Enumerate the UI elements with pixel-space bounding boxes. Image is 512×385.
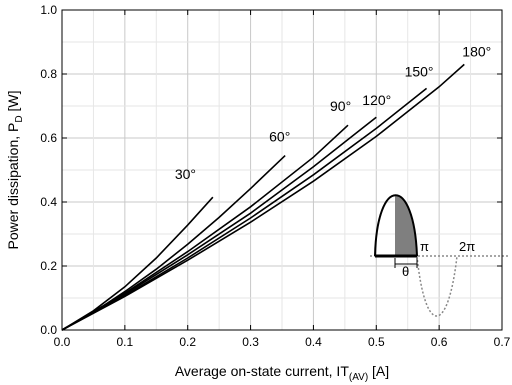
y-axis-title: Power dissipation, PD [W] xyxy=(5,91,25,250)
series-line-1 xyxy=(61,155,286,331)
curve-label-0: 30° xyxy=(175,166,196,182)
x-tick-label: 0.4 xyxy=(305,335,322,349)
series-line-3 xyxy=(61,116,377,331)
x-tick-label: 0.5 xyxy=(368,335,385,349)
series-line-5 xyxy=(61,63,465,331)
inset-waveform: θ π 2π xyxy=(370,194,510,317)
inset-theta-label: θ xyxy=(402,264,409,279)
x-tick-label: 0.6 xyxy=(431,335,448,349)
inset-conduction-fill xyxy=(395,196,417,256)
y-tick-label: 0.6 xyxy=(40,131,57,145)
x-axis-title: Average on-state current, IT(AV) [A] xyxy=(175,363,389,383)
inset-2pi-label: 2π xyxy=(459,239,475,254)
series-line-0 xyxy=(61,196,214,331)
curve-label-3: 120° xyxy=(362,92,391,108)
y-tick-label: 1.0 xyxy=(40,3,57,17)
inset-positive-half-cycle xyxy=(374,194,418,257)
y-axis-ticks: 0.0 0.2 0.4 0.6 0.8 1.0 xyxy=(40,3,502,337)
x-tick-label: 0.2 xyxy=(179,335,196,349)
curves xyxy=(61,63,465,331)
plot-frame xyxy=(61,9,503,331)
x-tick-label: 0.7 xyxy=(494,335,511,349)
series-line-2 xyxy=(61,124,349,331)
y-tick-label: 0.2 xyxy=(40,259,57,273)
y-tick-label: 0.0 xyxy=(40,323,57,337)
curve-label-1: 60° xyxy=(269,129,290,145)
x-tick-label: 0.0 xyxy=(54,335,71,349)
curve-labels: 30° 60° 90° 120° 150° 180° xyxy=(175,43,491,182)
x-tick-label: 0.1 xyxy=(117,335,134,349)
y-tick-label: 0.4 xyxy=(40,195,57,209)
series-line-4 xyxy=(61,87,428,331)
inset-pi-label: π xyxy=(420,239,429,254)
x-tick-label: 0.3 xyxy=(242,335,259,349)
grid xyxy=(62,10,502,330)
curve-label-4: 150° xyxy=(405,63,434,79)
inset-negative-half-cycle xyxy=(416,255,458,317)
curve-label-2: 90° xyxy=(330,98,351,114)
y-tick-label: 0.8 xyxy=(40,67,57,81)
curve-label-5: 180° xyxy=(462,43,491,59)
